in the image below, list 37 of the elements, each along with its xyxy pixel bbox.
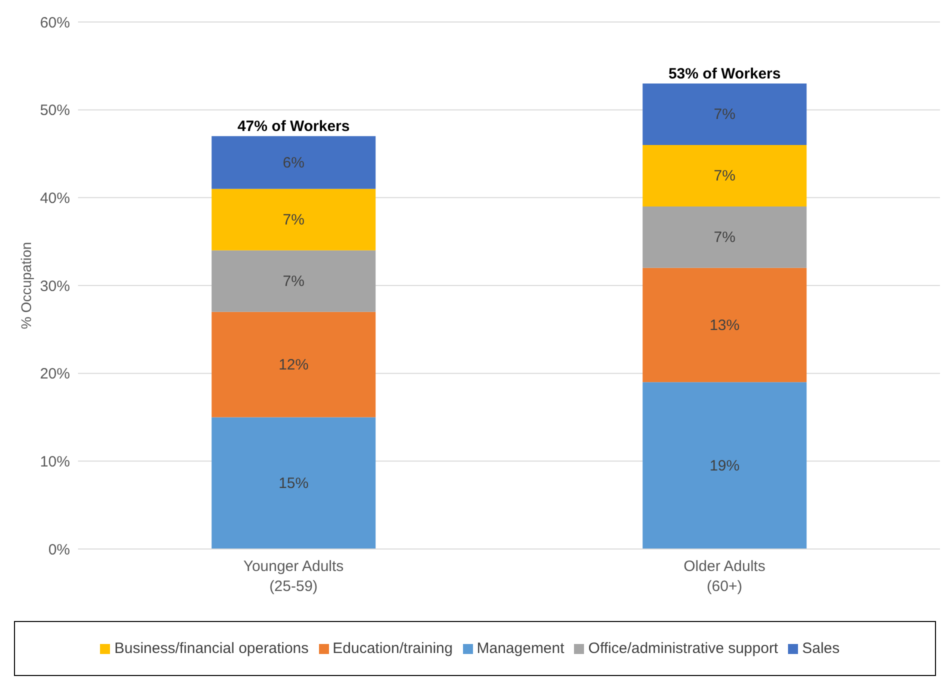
- bar: [212, 312, 376, 418]
- y-tick-label: 50%: [40, 102, 70, 120]
- data-label: 7%: [282, 273, 304, 290]
- bar: [212, 250, 376, 312]
- data-label: 7%: [714, 229, 736, 246]
- data-label: 13%: [710, 317, 740, 334]
- bar: [212, 188, 376, 250]
- bar: [642, 382, 807, 549]
- data-label: 12%: [278, 356, 309, 374]
- y-tick-label: 20%: [40, 366, 70, 383]
- legend-label: Sales: [802, 640, 840, 657]
- total-label: 53% of Workers: [668, 65, 781, 82]
- y-axis-title: % Occupation: [18, 242, 34, 330]
- data-label: 6%: [282, 154, 304, 172]
- y-tick-label: 40%: [40, 190, 70, 207]
- legend-label: Education/training: [332, 640, 453, 657]
- bar: [642, 206, 807, 268]
- y-tick-label: 60%: [40, 14, 70, 32]
- bar: [212, 136, 376, 189]
- x-tick-label: Older Adults (60+): [684, 558, 766, 595]
- total-label: 47% of Workers: [237, 118, 350, 136]
- data-label: 19%: [710, 458, 740, 475]
- bar: [642, 268, 807, 382]
- bar: [212, 417, 376, 549]
- data-label: 7%: [714, 168, 736, 185]
- legend-label: Office/administrative support: [588, 640, 778, 657]
- y-tick-label: 10%: [40, 453, 70, 470]
- data-label: 7%: [714, 106, 736, 124]
- bar: [642, 144, 807, 206]
- legend-label: Management: [476, 640, 564, 657]
- y-tick-label: 0%: [48, 541, 70, 558]
- x-tick-label: Younger Adults (25-59): [243, 558, 344, 595]
- y-tick-label: 30%: [40, 278, 70, 295]
- data-label: 7%: [282, 212, 304, 229]
- data-label: 15%: [278, 475, 309, 492]
- bar: [642, 83, 807, 145]
- legend-label: Business/financial operations: [114, 640, 309, 657]
